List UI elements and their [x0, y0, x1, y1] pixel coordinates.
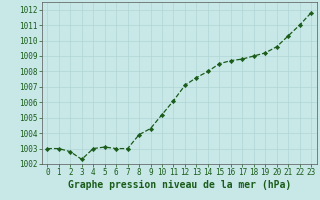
X-axis label: Graphe pression niveau de la mer (hPa): Graphe pression niveau de la mer (hPa) [68, 180, 291, 190]
